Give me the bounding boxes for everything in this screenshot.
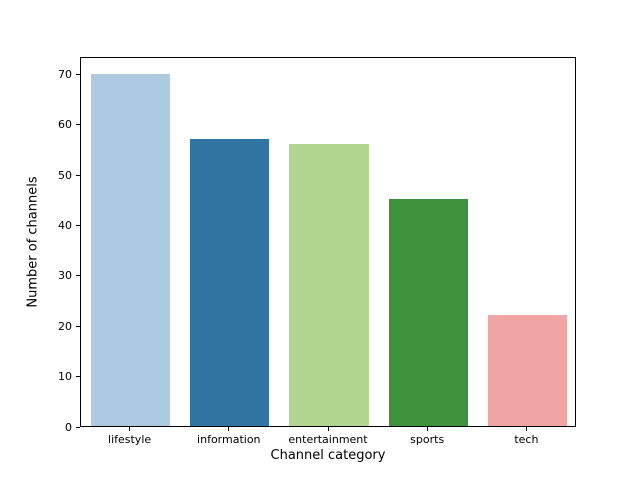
x-tick-label-information: information <box>197 433 261 446</box>
y-axis-label: Number of channels <box>25 176 41 308</box>
x-tick-label-entertainment: entertainment <box>288 433 368 446</box>
bars-container <box>81 58 575 426</box>
y-tick-mark <box>75 325 80 327</box>
y-tick-label: 50 <box>58 168 72 182</box>
y-tick-label: 10 <box>58 370 72 384</box>
x-tick-label-lifestyle: lifestyle <box>108 433 152 446</box>
x-tick-mark <box>426 427 428 431</box>
bar-entertainment <box>289 144 369 426</box>
x-tick-label-sports: sports <box>410 433 445 446</box>
plot-area <box>80 57 576 427</box>
bar-information <box>190 139 270 426</box>
bar-sports <box>388 199 468 426</box>
y-tick-label: 0 <box>65 420 72 434</box>
y-tick-mark <box>75 426 80 428</box>
y-tick-label: 40 <box>58 219 72 233</box>
y-tick-mark <box>75 174 80 176</box>
y-tick-label: 20 <box>58 319 72 333</box>
x-tick-mark <box>525 427 527 431</box>
x-tick-mark <box>228 427 230 431</box>
bar-lifestyle <box>90 73 171 426</box>
y-tick-label: 60 <box>58 118 72 132</box>
y-tick-mark <box>75 376 80 378</box>
y-tick-mark <box>75 124 80 126</box>
y-tick-label: 30 <box>58 269 72 283</box>
x-axis-label: Channel category <box>270 448 386 463</box>
x-tick-label-tech: tech <box>514 433 539 446</box>
y-tick-mark <box>75 74 80 76</box>
x-tick-mark <box>129 427 131 431</box>
bar-tech <box>487 315 568 426</box>
y-tick-label: 70 <box>58 68 72 82</box>
x-tick-mark <box>327 427 329 431</box>
y-tick-mark <box>75 225 80 227</box>
y-tick-mark <box>75 275 80 277</box>
